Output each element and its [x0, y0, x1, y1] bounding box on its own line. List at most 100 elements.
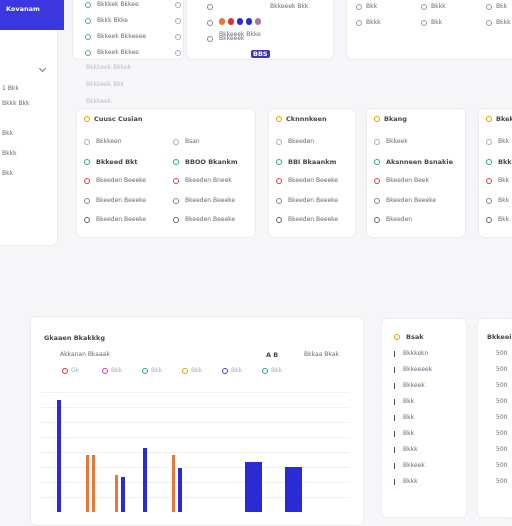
icon	[175, 50, 181, 56]
side-label: A B	[266, 351, 279, 359]
top-item: Bkkk Bkke	[97, 17, 128, 24]
icon	[173, 139, 179, 145]
card-row: Bkeeden Beeeke	[96, 216, 147, 223]
list-title: Bkkeei	[487, 333, 512, 341]
icon	[374, 217, 380, 223]
dot	[246, 18, 252, 25]
grid-line	[40, 407, 350, 408]
card	[478, 108, 512, 238]
card-row: Bkeeden Beeeke	[96, 177, 147, 184]
list-row: 500	[496, 366, 508, 373]
icon	[207, 20, 213, 26]
icon	[173, 178, 179, 184]
icon	[374, 178, 380, 184]
icon	[102, 368, 108, 374]
icon	[173, 197, 179, 204]
icon	[262, 368, 268, 374]
top-item: Bkkeeek Bkke	[219, 31, 261, 38]
icon	[486, 139, 492, 145]
tag: BBS	[251, 50, 270, 58]
top-item: Bkk	[366, 3, 378, 10]
card-row: Bsan	[185, 138, 200, 145]
card-title: Bkeke	[496, 115, 512, 123]
list-row: Bkkk	[403, 478, 418, 485]
icon	[486, 178, 492, 184]
card-row: Bkeeden Beeeke	[288, 177, 339, 184]
icon	[276, 178, 282, 184]
icon	[486, 197, 492, 204]
list-panel	[477, 318, 512, 518]
icon	[356, 20, 362, 26]
grid-line	[40, 467, 350, 468]
sidebar-item: Bkk	[2, 170, 14, 177]
icon	[486, 158, 492, 165]
card-row: Bkeeden Beeeke	[288, 216, 339, 223]
top-item: Bkkk	[496, 19, 511, 26]
sidebar-item: Bkkk	[2, 150, 17, 157]
icon	[276, 217, 282, 223]
icon	[276, 197, 282, 204]
list-row: Bkkeek	[403, 462, 425, 469]
faded-item: Bkkkeek Bkk	[86, 81, 125, 88]
card	[268, 108, 356, 238]
list-panel	[381, 318, 467, 518]
card-title: Cknnnkeen	[286, 115, 327, 123]
list-row: 500	[496, 382, 508, 389]
icon	[421, 20, 427, 26]
list-title: Bsak	[406, 333, 424, 341]
card-row: Bkk	[498, 196, 510, 204]
grid-line	[40, 422, 350, 423]
dot	[237, 18, 243, 25]
icon	[173, 217, 179, 223]
top-panel	[346, 0, 512, 60]
list-row: 500	[496, 446, 508, 453]
side-text: Bkkaa Bkak	[304, 351, 339, 358]
list-row: Bkk	[403, 430, 415, 437]
icon	[175, 2, 181, 8]
card-row: Bkk	[498, 177, 510, 184]
icon	[175, 34, 181, 40]
icon	[421, 4, 427, 10]
card-row: Bkeeden Beek	[386, 177, 429, 184]
sidebar	[0, 0, 58, 246]
icon	[486, 217, 492, 223]
icon	[374, 116, 380, 122]
card-row: Bkeeden Bneek	[185, 177, 232, 184]
chart-title: Gkaaen Bkakkkg	[44, 334, 106, 342]
legend-item: Bkk	[111, 367, 123, 374]
legend-item: Bkk	[191, 367, 203, 374]
sidebar-item: Bkk	[2, 130, 14, 137]
icon	[222, 368, 228, 374]
list-row: 500	[496, 398, 508, 405]
icon	[84, 197, 90, 204]
card-row: Bkk	[498, 216, 510, 223]
chart-subtitle: Akkanan Bkaaak	[60, 351, 110, 358]
top-panel	[72, 0, 184, 60]
icon	[276, 116, 282, 122]
list-row: Bkkkekn	[403, 350, 429, 357]
card-row: BBI Bkaankm	[288, 157, 337, 166]
icon	[84, 158, 90, 165]
dot	[228, 18, 234, 25]
icon	[356, 4, 362, 10]
icon	[394, 334, 400, 340]
icon	[84, 116, 90, 122]
top-item: Bkk	[496, 3, 508, 10]
grid-line	[40, 452, 350, 453]
icon	[175, 18, 181, 24]
top-item: Bkkk	[366, 19, 381, 26]
card-row: Bkeeden Beeeke	[185, 196, 236, 204]
card-row: Bkeeden Beeeke	[96, 196, 147, 204]
faded-item: Bkkkeek Bkkek	[86, 64, 132, 71]
icon	[486, 20, 492, 26]
list-row: Bkkeek	[403, 382, 425, 389]
dollar	[394, 399, 398, 405]
icon	[62, 368, 68, 374]
card-title: Bkang	[384, 115, 407, 123]
icon	[173, 158, 179, 165]
dollar	[394, 463, 398, 469]
icon	[142, 368, 148, 374]
faded-item: Bkkkeek	[86, 98, 112, 105]
card	[366, 108, 466, 238]
